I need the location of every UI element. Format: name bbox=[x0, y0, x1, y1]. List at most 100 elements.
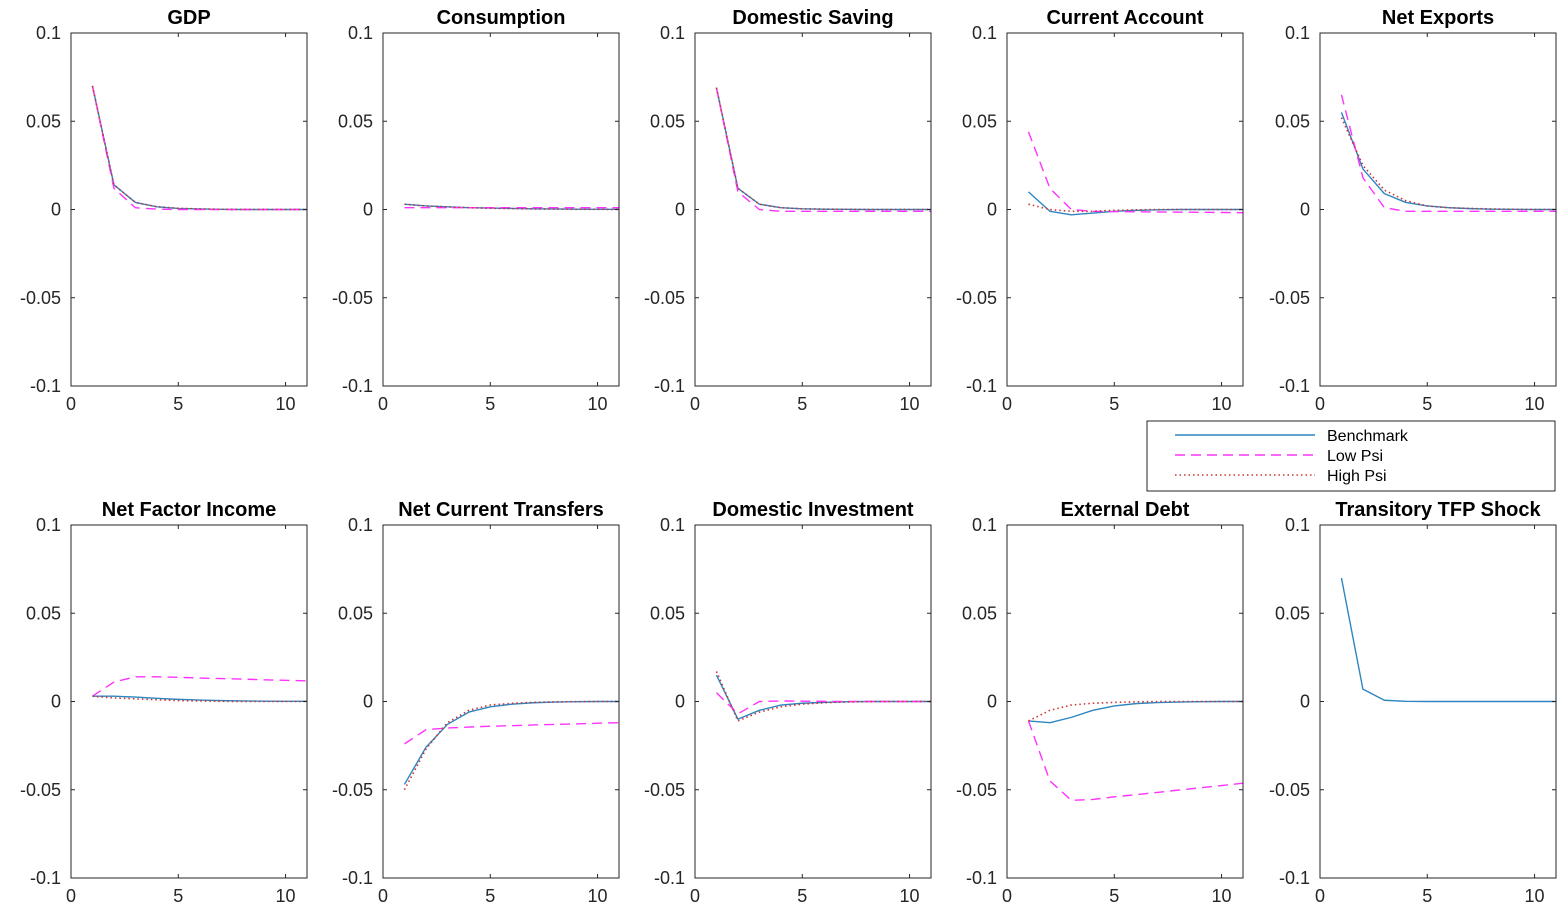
y-tick-label: 0 bbox=[1300, 200, 1310, 220]
legend-label-benchmark: Benchmark bbox=[1327, 428, 1409, 445]
x-tick-label: 5 bbox=[1422, 886, 1432, 906]
y-tick-label: -0.05 bbox=[956, 780, 997, 800]
y-tick-label: 0 bbox=[363, 692, 373, 712]
x-tick-label: 5 bbox=[797, 394, 807, 414]
y-tick-label: 0.05 bbox=[962, 603, 997, 623]
y-tick-label: -0.1 bbox=[966, 376, 997, 396]
y-tick-label: 0.05 bbox=[338, 111, 373, 131]
y-tick-label: 0 bbox=[1300, 692, 1310, 712]
panel-title: Domestic Saving bbox=[732, 7, 893, 29]
y-tick-label: 0.05 bbox=[650, 603, 685, 623]
series-line-low-psi bbox=[1027, 720, 1244, 802]
x-tick-label: 0 bbox=[66, 394, 76, 414]
series-line-low-psi bbox=[92, 676, 308, 697]
x-tick-label: 0 bbox=[690, 886, 700, 906]
y-tick-label: 0 bbox=[51, 200, 61, 220]
legend-box bbox=[1146, 420, 1556, 492]
y-tick-label: -0.1 bbox=[1279, 868, 1310, 888]
series-line-benchmark bbox=[715, 674, 931, 720]
y-tick-label: 0.05 bbox=[26, 603, 61, 623]
panel-title: Net Exports bbox=[1382, 7, 1494, 29]
y-tick-label: 0.1 bbox=[348, 23, 373, 43]
x-tick-label: 0 bbox=[1002, 394, 1012, 414]
x-tick-label: 10 bbox=[588, 394, 608, 414]
x-tick-label: 10 bbox=[1525, 394, 1545, 414]
x-tick-label: 10 bbox=[276, 394, 296, 414]
series-line-high-psi bbox=[1028, 203, 1243, 213]
x-tick-label: 5 bbox=[173, 886, 183, 906]
series-line-benchmark bbox=[1340, 112, 1556, 211]
y-tick-label: -0.1 bbox=[966, 868, 997, 888]
x-tick-label: 5 bbox=[797, 886, 807, 906]
panel-title: Domestic Investment bbox=[712, 499, 914, 521]
x-tick-label: 0 bbox=[66, 886, 76, 906]
x-tick-label: 0 bbox=[1315, 886, 1325, 906]
y-tick-label: 0.05 bbox=[1275, 111, 1310, 131]
y-tick-label: 0.1 bbox=[36, 23, 61, 43]
y-tick-label: -0.1 bbox=[30, 376, 61, 396]
y-tick-label: -0.05 bbox=[956, 288, 997, 308]
y-tick-label: -0.05 bbox=[1269, 780, 1310, 800]
x-tick-label: 5 bbox=[1109, 394, 1119, 414]
x-tick-label: 10 bbox=[276, 886, 296, 906]
x-tick-label: 10 bbox=[900, 886, 920, 906]
y-tick-label: 0.1 bbox=[348, 515, 373, 535]
x-tick-label: 5 bbox=[173, 394, 183, 414]
x-tick-label: 10 bbox=[900, 394, 920, 414]
y-tick-label: 0.05 bbox=[962, 111, 997, 131]
x-tick-label: 0 bbox=[690, 394, 700, 414]
panel-title: Net Factor Income bbox=[102, 499, 276, 521]
series-line-low-psi bbox=[715, 692, 931, 715]
panel-title: Current Account bbox=[1046, 7, 1203, 29]
y-tick-label: 0.1 bbox=[1285, 515, 1310, 535]
x-tick-label: 5 bbox=[1422, 394, 1432, 414]
series-line-benchmark bbox=[403, 700, 619, 785]
series-line-high-psi bbox=[1340, 117, 1556, 211]
panel-title: GDP bbox=[167, 7, 210, 29]
series-line-high-psi bbox=[91, 85, 307, 211]
y-tick-label: -0.05 bbox=[20, 780, 61, 800]
series-line-high-psi bbox=[715, 87, 931, 211]
y-tick-label: -0.05 bbox=[20, 288, 61, 308]
y-tick-label: 0 bbox=[51, 692, 61, 712]
series-line-benchmark bbox=[1340, 577, 1556, 703]
y-tick-label: -0.1 bbox=[30, 868, 61, 888]
y-tick-label: 0.05 bbox=[338, 603, 373, 623]
legend-label-low-psi: Low Psi bbox=[1327, 448, 1383, 465]
y-tick-label: -0.1 bbox=[654, 868, 685, 888]
legend-label-high-psi: High Psi bbox=[1327, 468, 1387, 485]
y-tick-label: -0.1 bbox=[1279, 376, 1310, 396]
y-tick-label: -0.05 bbox=[1269, 288, 1310, 308]
series-line-low-psi bbox=[404, 721, 620, 745]
legend: Benchmark Low Psi High Psi bbox=[1146, 420, 1556, 492]
x-tick-label: 0 bbox=[378, 886, 388, 906]
y-tick-label: 0.05 bbox=[650, 111, 685, 131]
y-tick-label: 0.1 bbox=[1285, 23, 1310, 43]
x-tick-label: 10 bbox=[1525, 886, 1545, 906]
x-tick-label: 10 bbox=[1212, 394, 1232, 414]
panel-title: Transitory TFP Shock bbox=[1335, 499, 1541, 521]
y-tick-label: 0 bbox=[675, 692, 685, 712]
panel-title: Net Current Transfers bbox=[398, 499, 604, 521]
series-line-benchmark bbox=[715, 87, 931, 211]
series-line-benchmark bbox=[1027, 191, 1243, 216]
y-tick-label: 0.05 bbox=[1275, 603, 1310, 623]
x-tick-label: 10 bbox=[588, 886, 608, 906]
x-tick-label: 5 bbox=[485, 394, 495, 414]
y-tick-label: -0.05 bbox=[332, 288, 373, 308]
x-tick-label: 0 bbox=[1002, 886, 1012, 906]
x-tick-label: 5 bbox=[485, 886, 495, 906]
y-tick-label: -0.05 bbox=[644, 288, 685, 308]
y-tick-label: -0.1 bbox=[342, 376, 373, 396]
x-tick-label: 0 bbox=[378, 394, 388, 414]
y-tick-label: 0 bbox=[363, 200, 373, 220]
y-tick-label: 0 bbox=[987, 692, 997, 712]
y-tick-label: 0.1 bbox=[972, 515, 997, 535]
series-line-benchmark bbox=[404, 203, 619, 211]
